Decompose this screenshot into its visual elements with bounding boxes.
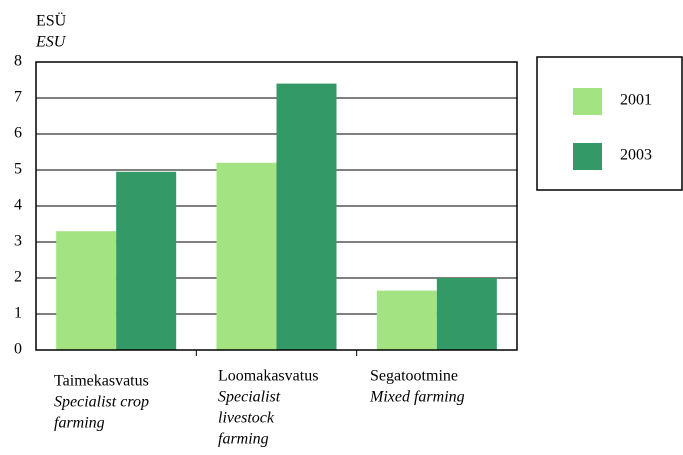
x-tick-label-en: livestock <box>218 410 275 427</box>
x-tick-label: Taimekasvatus <box>54 373 149 390</box>
y-tick-label: 2 <box>14 269 22 286</box>
x-tick-label-en: farming <box>54 415 105 432</box>
x-tick-label-en: Specialist crop <box>54 394 149 411</box>
y-tick-label: 1 <box>14 305 22 322</box>
legend-swatch <box>573 143 602 170</box>
y-tick-label: 0 <box>14 341 22 358</box>
legend-box <box>536 56 683 191</box>
y-axis-label-en: ESU <box>35 34 67 51</box>
x-tick-label: Segatootmine <box>370 368 458 385</box>
bar <box>376 290 437 350</box>
bar <box>276 83 337 350</box>
x-tick-label-en: farming <box>218 431 269 448</box>
x-tick-label: Loomakasvatus <box>218 368 318 385</box>
y-tick-label: 5 <box>14 161 22 178</box>
y-tick-label: 3 <box>14 233 22 250</box>
y-tick-label: 4 <box>14 197 22 214</box>
bar <box>116 171 177 350</box>
y-tick-label: 6 <box>14 125 22 142</box>
bar <box>436 278 497 350</box>
bar <box>216 162 277 350</box>
y-axis-label: ESÜ <box>36 12 67 30</box>
bar <box>56 231 117 350</box>
x-tick-label-en: Specialist <box>218 389 281 406</box>
plot-frame <box>35 61 518 351</box>
legend-swatch <box>573 88 602 115</box>
legend-label: 2003 <box>620 147 652 164</box>
y-tick-label: 8 <box>14 53 22 70</box>
x-tick-label-en: Mixed farming <box>369 389 465 406</box>
y-tick-label: 7 <box>14 89 22 106</box>
legend-label: 2001 <box>620 92 652 109</box>
